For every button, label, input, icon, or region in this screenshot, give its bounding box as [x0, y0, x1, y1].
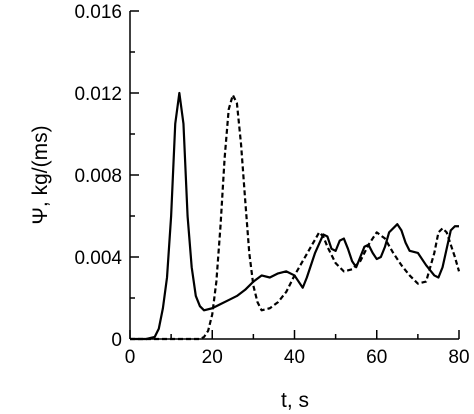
y-tick-label: 0.012	[74, 84, 122, 105]
x-tick-label: 0	[125, 347, 136, 368]
y-ticks: 0 0.004 0.008 0.012 0.016	[74, 2, 139, 351]
y-tick-label: 0.004	[74, 248, 122, 269]
dashed-series-line	[130, 93, 461, 341]
x-tick-label: 80	[448, 347, 469, 368]
chart-axes	[129, 11, 459, 340]
x-ticks: 0 20 40 60 80	[125, 330, 470, 368]
y-tick-label: 0	[111, 330, 122, 351]
x-tick-label: 40	[284, 347, 305, 368]
x-tick-label: 20	[202, 347, 223, 368]
x-axis-title: t, s	[281, 389, 309, 412]
y-tick-label: 0.016	[74, 2, 122, 23]
y-axis-title: Ψ, kg/(ms)	[29, 125, 52, 224]
y-tick-label: 0.008	[74, 166, 122, 187]
solid-series-line	[130, 91, 459, 341]
series-layer	[130, 91, 461, 341]
x-tick-label: 60	[366, 347, 387, 368]
